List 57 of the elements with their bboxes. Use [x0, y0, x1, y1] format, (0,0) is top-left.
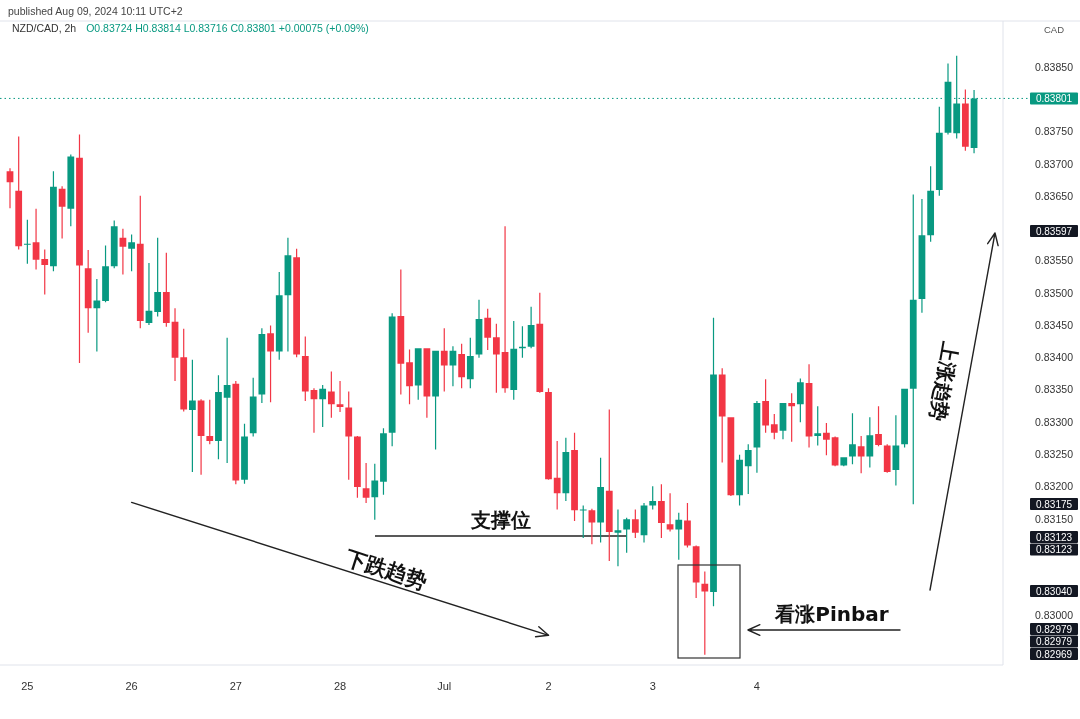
candlestick [362, 463, 370, 504]
candlestick [336, 381, 344, 413]
x-tick-label: 4 [753, 680, 760, 692]
x-tick-label: 27 [229, 680, 242, 692]
y-tick-label: 0.83650 [1035, 189, 1074, 202]
text: 0.83123 [1035, 544, 1073, 555]
text: 0.82969 [1035, 648, 1073, 660]
candlestick [32, 208, 40, 270]
y-tick-label: 0.83000 [1035, 609, 1074, 622]
candlestick [840, 457, 848, 467]
annotation: 上涨趋势 [925, 339, 963, 424]
candlestick [449, 346, 457, 387]
candlestick [849, 413, 856, 465]
candlestick [614, 509, 622, 567]
y-tick-label: 0.83200 [1035, 480, 1074, 493]
candlestick [145, 262, 153, 325]
y-tick-label: 0.83700 [1035, 157, 1074, 170]
candlestick [588, 508, 596, 545]
candlestick [649, 486, 657, 510]
candlestick [310, 388, 318, 433]
x-tick-label: 28 [333, 680, 347, 692]
candlestick [684, 503, 691, 548]
x-tick-label: Jul [437, 680, 452, 692]
annotation: 看涨Pinbar [774, 602, 889, 626]
candlestick [857, 435, 865, 474]
candlestick [631, 509, 639, 538]
x-tick-label: 26 [125, 680, 138, 692]
text: 0.83123 [1035, 531, 1073, 543]
text: 0.82979 [1035, 623, 1073, 635]
x-tick-label: 3 [649, 680, 656, 692]
y-axis-title: CAD [1043, 24, 1065, 35]
candlestick [666, 493, 674, 532]
y-tick-label: 0.83350 [1035, 383, 1074, 396]
candlestick [284, 237, 292, 352]
y-tick-label: 0.83300 [1035, 415, 1074, 428]
y-tick-label: 0.83750 [1035, 125, 1074, 138]
chart-title: NZD/CAD, 2h [12, 22, 77, 34]
text: published Aug 09, 2024 10:11 UTC+2 [8, 5, 183, 17]
candlestick [501, 226, 509, 393]
text: 0.83175 [1035, 498, 1073, 510]
y-tick-label: 0.83400 [1035, 351, 1074, 364]
y-tick-label: 0.83250 [1035, 447, 1074, 460]
text: 0.83040 [1035, 585, 1073, 597]
candlestick [119, 228, 127, 275]
x-tick-label: 25 [21, 680, 34, 692]
ref-line-label: 0.83801 [1035, 92, 1073, 104]
text: 0.83597 [1035, 225, 1073, 237]
candlestick [6, 168, 14, 209]
x-tick-label: 2 [545, 680, 552, 692]
candlestick [770, 413, 778, 440]
y-tick-label: 0.83450 [1035, 318, 1074, 331]
y-tick-label: 0.83850 [1035, 60, 1074, 73]
y-tick-label: 0.83550 [1035, 254, 1074, 267]
y-tick-label: 0.83150 [1035, 512, 1074, 525]
chart-subtitle: O0.83724 H0.83814 L0.83716 C0.83801 +0.00075 (+0.09%) [86, 22, 369, 34]
text: 0.82979 [1035, 636, 1073, 647]
y-tick-label: 0.83500 [1035, 286, 1074, 299]
